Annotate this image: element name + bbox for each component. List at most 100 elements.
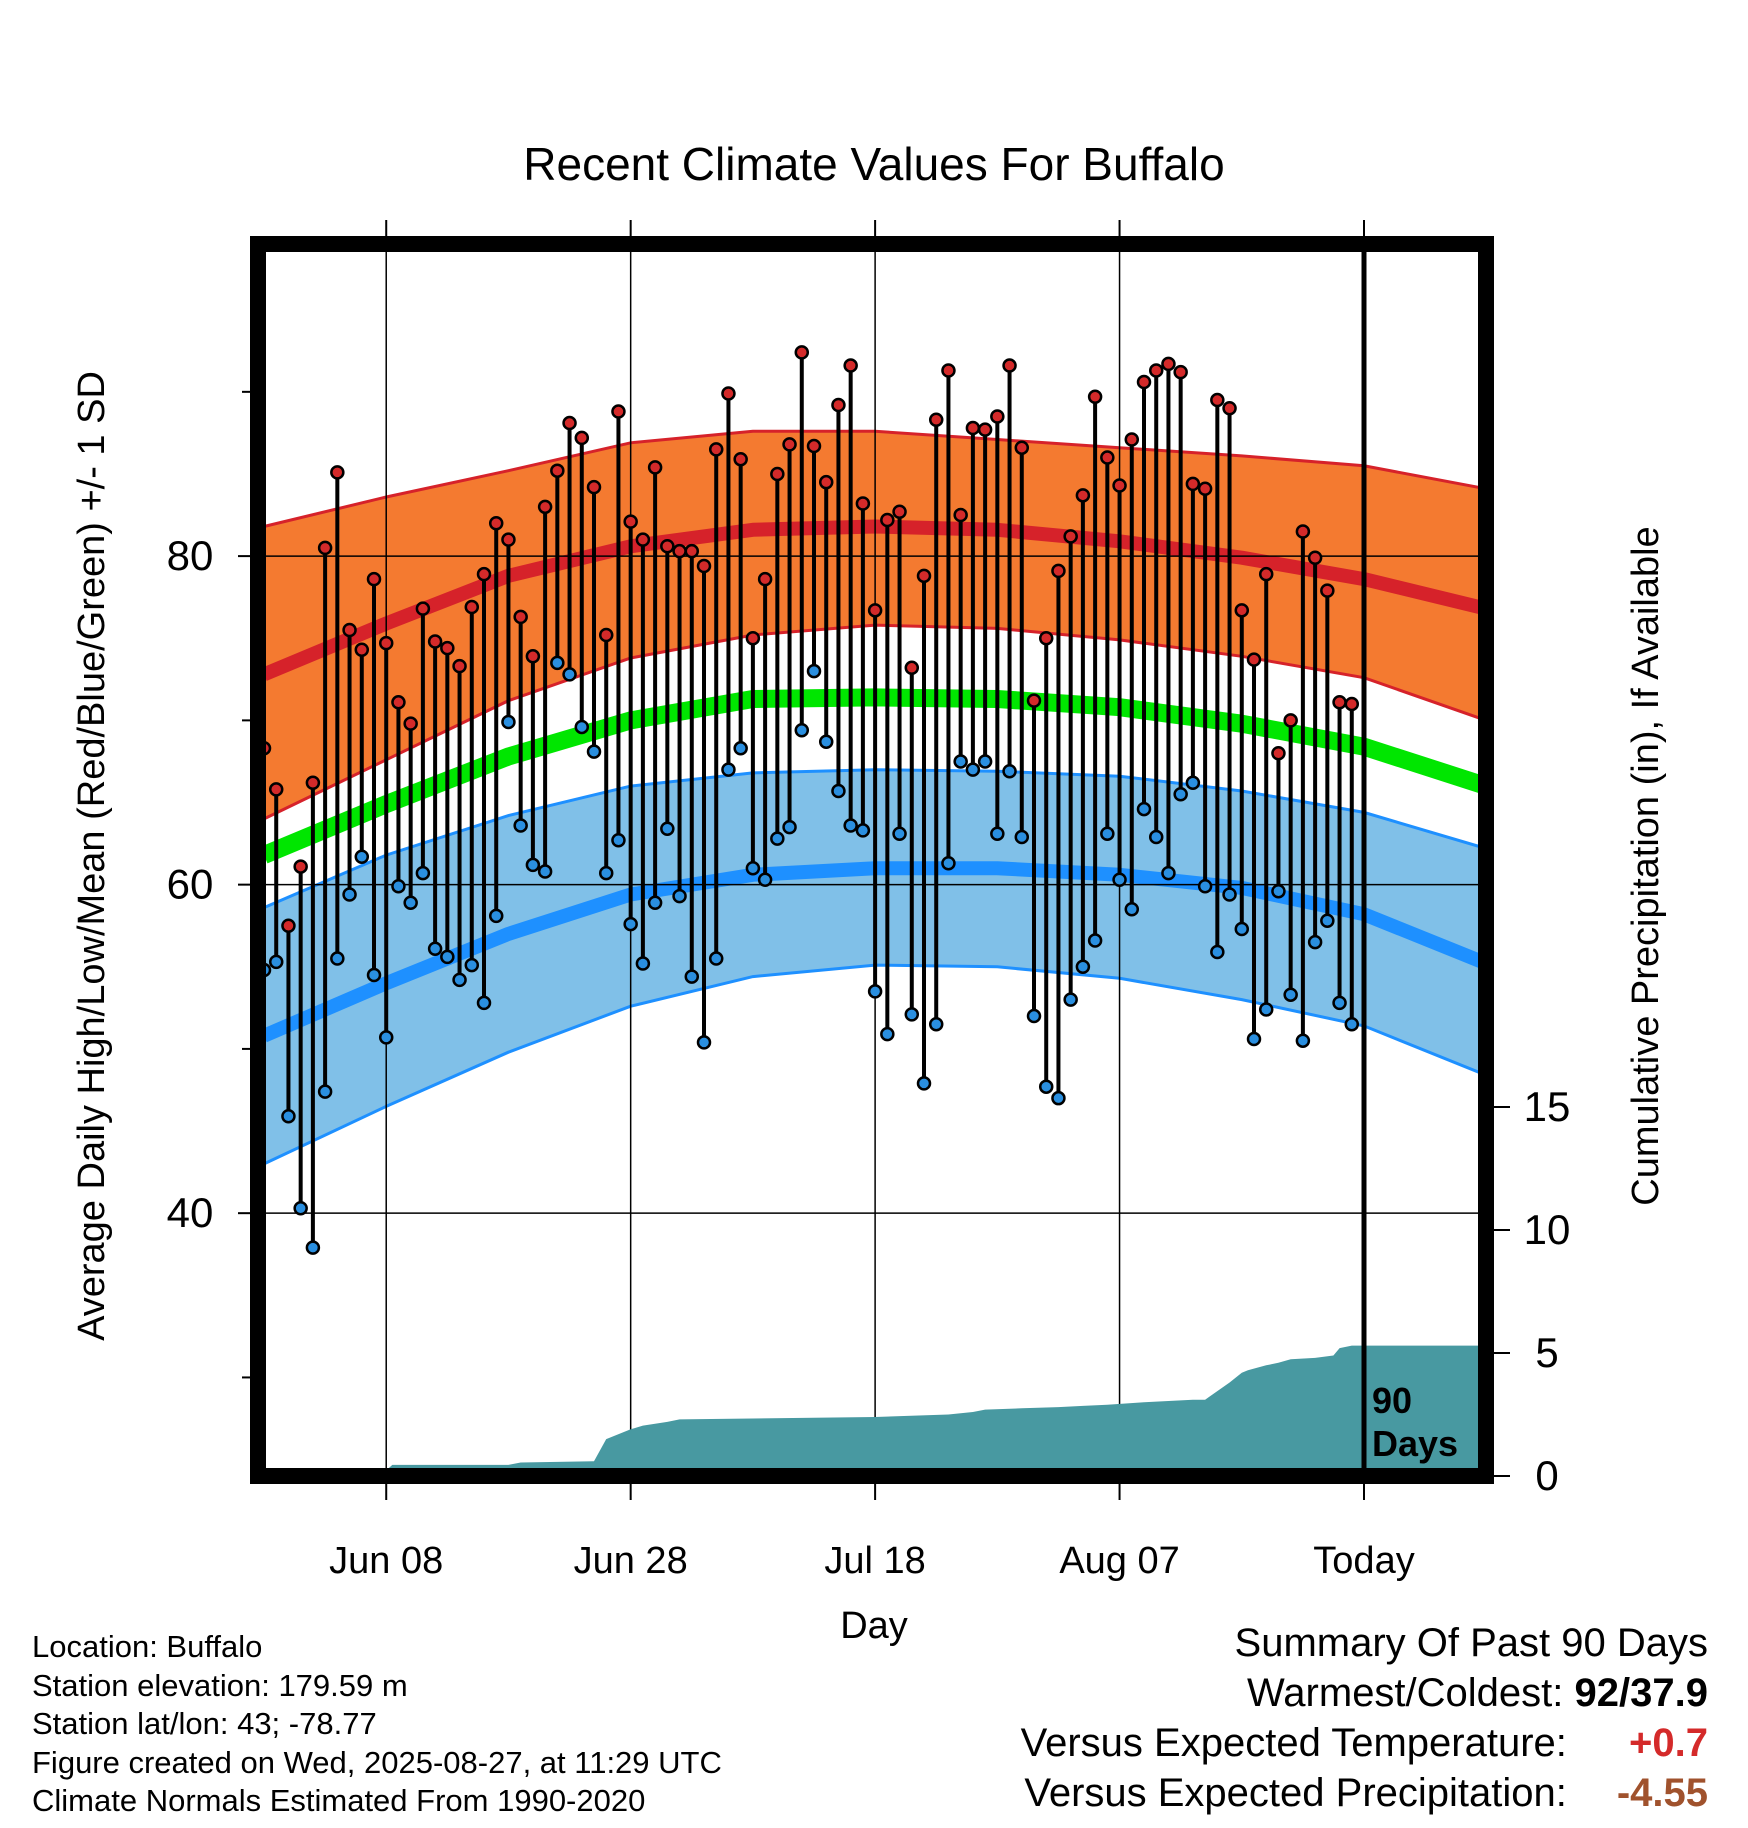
daily-high-point xyxy=(342,622,357,638)
summary-title: Summary Of Past 90 Days xyxy=(1234,1621,1708,1665)
daily-high-point xyxy=(1100,450,1115,465)
daily-low-point xyxy=(1320,913,1335,929)
daily-low-point xyxy=(611,833,626,848)
daily-low-point xyxy=(831,783,846,799)
daily-high-point xyxy=(806,438,822,454)
station-info: Location: Buffalo Station elevation: 179… xyxy=(32,1628,722,1821)
summary-precip: Versus Expected Precipitation: -4.55 xyxy=(1021,1768,1708,1818)
daily-low-point xyxy=(977,754,993,769)
daily-high-point xyxy=(598,627,614,643)
y2-tick-label: 15 xyxy=(1524,1083,1571,1130)
daily-high-point xyxy=(1185,476,1201,492)
today-days-number: 90 xyxy=(1372,1380,1412,1421)
daily-high-point xyxy=(537,499,553,515)
daily-low-point xyxy=(635,956,651,971)
daily-low-point xyxy=(1295,1033,1311,1048)
daily-low-point xyxy=(1210,944,1225,960)
daily-low-point xyxy=(1332,995,1347,1011)
daily-low-point xyxy=(1222,887,1237,902)
daily-low-point xyxy=(880,1026,895,1042)
daily-low-point xyxy=(1136,801,1152,817)
daily-high-point xyxy=(464,599,480,615)
daily-low-point xyxy=(721,762,736,777)
daily-low-point xyxy=(586,744,602,759)
daily-high-point xyxy=(635,532,651,547)
daily-high-point xyxy=(733,451,748,467)
daily-high-point xyxy=(1234,603,1250,618)
daily-high-point xyxy=(366,571,382,587)
daily-high-point xyxy=(1136,374,1152,390)
daily-high-point xyxy=(1332,695,1347,710)
daily-low-point xyxy=(647,895,663,910)
daily-low-point xyxy=(452,972,467,988)
daily-low-point xyxy=(1124,902,1140,917)
daily-low-point xyxy=(941,856,956,871)
daily-low-point xyxy=(684,969,700,984)
daily-low-point xyxy=(537,864,553,879)
daily-high-point xyxy=(647,460,663,475)
daily-high-point xyxy=(696,558,712,574)
daily-low-point xyxy=(1063,992,1078,1007)
created-text: Figure created on Wed, 2025-08-27, at 11… xyxy=(32,1744,722,1780)
daily-high-point xyxy=(782,437,797,452)
daily-low-point xyxy=(818,734,834,749)
daily-low-point xyxy=(281,1109,296,1124)
daily-low-point xyxy=(892,826,907,841)
daily-high-point xyxy=(965,420,981,436)
daily-high-point xyxy=(831,397,846,413)
y2-tick-label: 10 xyxy=(1524,1206,1571,1253)
daily-low-point xyxy=(378,1030,394,1045)
location-text: Location: Buffalo xyxy=(32,1629,263,1664)
daily-high-point xyxy=(562,415,577,431)
daily-low-point xyxy=(550,655,565,671)
daily-low-point xyxy=(794,722,810,738)
x-tick-label: Jun 08 xyxy=(329,1540,443,1582)
daily-low-point xyxy=(391,879,406,894)
chart-title: Recent Climate Values For Buffalo xyxy=(523,138,1224,190)
x-tick-label: Aug 07 xyxy=(1059,1540,1179,1582)
daily-high-point xyxy=(317,540,333,556)
daily-high-point xyxy=(1038,630,1054,646)
daily-high-point xyxy=(941,363,956,378)
y2-axis-label: Cumulative Precipitation (in), If Availa… xyxy=(1625,526,1667,1205)
daily-high-point xyxy=(501,532,516,547)
daily-low-point xyxy=(733,741,748,756)
daily-high-point xyxy=(1210,392,1225,408)
daily-high-point xyxy=(1014,440,1030,455)
daily-low-point xyxy=(1026,1008,1042,1024)
daily-low-point xyxy=(904,1007,920,1022)
daily-high-point xyxy=(623,514,638,529)
daily-high-point xyxy=(452,658,467,674)
daily-high-point xyxy=(1283,713,1298,728)
daily-low-point xyxy=(1271,883,1286,899)
daily-high-point xyxy=(990,409,1005,424)
daily-high-point xyxy=(904,660,920,676)
daily-high-point xyxy=(330,465,345,480)
daily-high-point xyxy=(928,412,944,428)
daily-low-point xyxy=(843,818,858,833)
daily-high-point xyxy=(1222,401,1237,416)
daily-high-point xyxy=(403,716,418,731)
normals-text: Climate Normals Estimated From 1990-2020 xyxy=(32,1783,646,1818)
summary-panel: Summary Of Past 90 Days Warmest/Coldest:… xyxy=(1021,1618,1708,1818)
warmest-coldest-label: Warmest/Coldest: xyxy=(1247,1671,1564,1715)
y-tick-label: 40 xyxy=(167,1189,214,1236)
daily-high-point xyxy=(391,695,406,710)
daily-high-point xyxy=(354,642,370,657)
daily-high-point xyxy=(525,649,541,664)
daily-low-point xyxy=(757,872,773,887)
daily-high-point xyxy=(892,504,907,520)
daily-high-point xyxy=(843,358,858,373)
daily-high-point xyxy=(586,479,602,495)
daily-high-point xyxy=(1246,652,1262,667)
daily-high-point xyxy=(721,386,736,401)
y-tick-label: 80 xyxy=(167,532,214,579)
y-tick-label: 60 xyxy=(167,861,214,908)
y2-tick-label: 5 xyxy=(1535,1329,1558,1376)
daily-high-point xyxy=(708,442,724,457)
daily-high-point xyxy=(1161,356,1176,372)
daily-low-point xyxy=(513,818,528,833)
daily-low-point xyxy=(990,826,1005,841)
daily-low-point xyxy=(342,887,357,902)
